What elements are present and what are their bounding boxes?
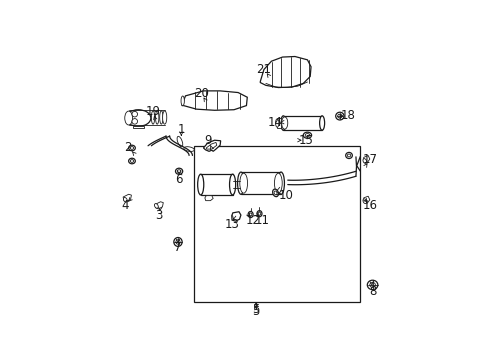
Polygon shape: [206, 143, 216, 149]
Ellipse shape: [274, 173, 282, 193]
Polygon shape: [204, 195, 213, 201]
Text: 18: 18: [340, 109, 354, 122]
Ellipse shape: [151, 111, 154, 124]
Text: 8: 8: [368, 285, 375, 298]
Ellipse shape: [128, 158, 135, 164]
Text: 1: 1: [177, 123, 184, 136]
Ellipse shape: [124, 111, 132, 125]
Text: 21: 21: [256, 63, 271, 76]
Text: 5: 5: [252, 305, 259, 318]
Text: 2: 2: [124, 141, 132, 154]
Ellipse shape: [362, 199, 366, 203]
Text: 12: 12: [245, 214, 261, 227]
Ellipse shape: [345, 152, 352, 158]
Ellipse shape: [247, 211, 253, 217]
Ellipse shape: [177, 136, 183, 147]
Ellipse shape: [257, 211, 262, 217]
Text: 16: 16: [362, 199, 377, 212]
Text: 17: 17: [362, 153, 377, 166]
Polygon shape: [182, 91, 247, 110]
Polygon shape: [123, 194, 131, 202]
Ellipse shape: [362, 159, 366, 163]
Text: 5: 5: [252, 303, 259, 316]
Ellipse shape: [281, 117, 287, 129]
Ellipse shape: [181, 96, 184, 106]
Ellipse shape: [272, 189, 278, 197]
Bar: [283, 116, 322, 130]
Ellipse shape: [130, 159, 133, 162]
Ellipse shape: [175, 168, 183, 174]
Polygon shape: [277, 118, 280, 128]
Text: 11: 11: [254, 214, 269, 227]
Text: 9: 9: [204, 134, 212, 147]
Text: 13: 13: [224, 218, 240, 231]
Text: 15: 15: [298, 134, 313, 147]
Ellipse shape: [128, 145, 135, 151]
Ellipse shape: [305, 134, 309, 137]
Ellipse shape: [197, 174, 203, 195]
Text: 7: 7: [174, 241, 182, 254]
Circle shape: [132, 118, 137, 124]
Text: 20: 20: [193, 87, 208, 100]
Ellipse shape: [277, 172, 284, 194]
Ellipse shape: [346, 154, 350, 157]
Polygon shape: [363, 156, 369, 163]
Ellipse shape: [280, 116, 285, 130]
Ellipse shape: [163, 111, 166, 124]
Ellipse shape: [335, 112, 344, 120]
Bar: [200, 174, 232, 195]
Text: 3: 3: [155, 209, 163, 222]
Ellipse shape: [237, 172, 244, 194]
Polygon shape: [363, 196, 369, 203]
Ellipse shape: [239, 173, 247, 193]
Ellipse shape: [366, 280, 377, 290]
Ellipse shape: [155, 111, 159, 124]
Ellipse shape: [123, 198, 127, 202]
Ellipse shape: [176, 240, 180, 244]
Text: 4: 4: [121, 199, 128, 212]
Ellipse shape: [275, 119, 278, 127]
Ellipse shape: [125, 110, 150, 126]
Bar: [241, 172, 281, 194]
Ellipse shape: [274, 191, 277, 195]
Polygon shape: [155, 202, 163, 209]
Ellipse shape: [319, 116, 324, 130]
Circle shape: [132, 111, 137, 117]
Ellipse shape: [130, 147, 133, 149]
Ellipse shape: [369, 283, 375, 287]
Ellipse shape: [249, 213, 251, 216]
Ellipse shape: [160, 111, 163, 124]
Polygon shape: [203, 140, 220, 151]
Ellipse shape: [154, 204, 158, 208]
Ellipse shape: [337, 114, 342, 118]
Ellipse shape: [173, 238, 182, 246]
Ellipse shape: [183, 147, 194, 152]
Ellipse shape: [258, 212, 260, 215]
Text: 6: 6: [175, 172, 183, 185]
Text: 19: 19: [145, 105, 160, 118]
Text: 10: 10: [278, 189, 293, 202]
Bar: [193, 146, 359, 302]
Polygon shape: [260, 57, 310, 87]
Ellipse shape: [177, 170, 181, 173]
Polygon shape: [231, 212, 241, 221]
Ellipse shape: [229, 174, 235, 195]
Polygon shape: [133, 126, 143, 128]
Text: 14: 14: [267, 116, 283, 129]
Ellipse shape: [303, 132, 311, 138]
